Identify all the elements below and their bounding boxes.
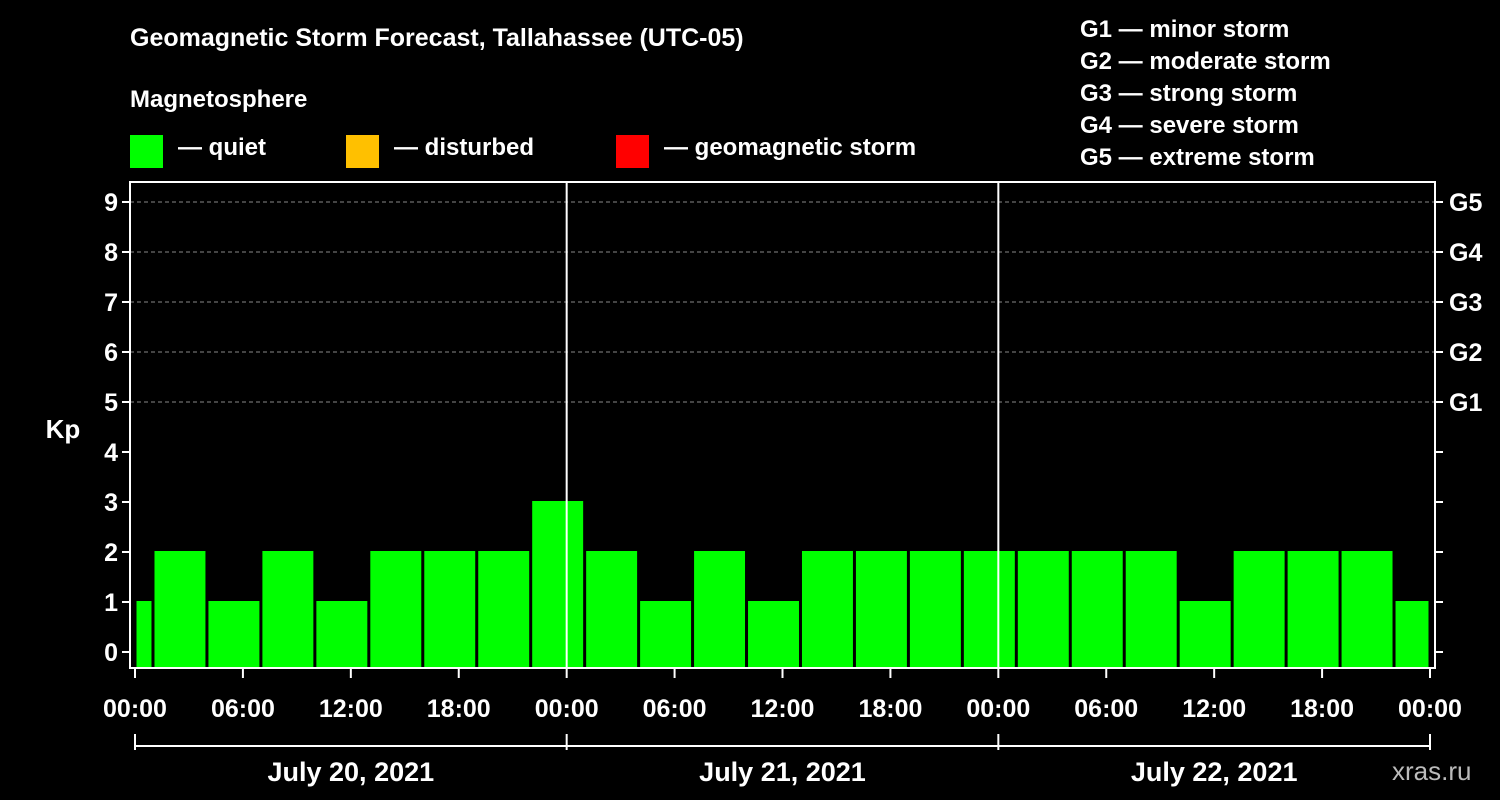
x-tick-label: 12:00 xyxy=(751,695,815,723)
storm-scale-g2: G2 — moderate storm xyxy=(1080,48,1331,75)
g-level-label: G1 xyxy=(1449,389,1482,417)
kp-bar xyxy=(154,551,206,668)
kp-bar xyxy=(424,551,476,668)
kp-bar xyxy=(1179,601,1231,668)
kp-bar xyxy=(1341,551,1393,668)
storm-scale-g5: G5 — extreme storm xyxy=(1080,144,1315,171)
x-tick-label: 00:00 xyxy=(103,695,167,723)
storm-scale-g1: G1 — minor storm xyxy=(1080,16,1290,43)
y-tick-label: 1 xyxy=(104,589,118,617)
g-level-label: G2 xyxy=(1449,339,1482,367)
kp-bar xyxy=(1071,551,1123,668)
legend-label-storm: — geomagnetic storm xyxy=(664,134,917,161)
x-tick-label: 00:00 xyxy=(966,695,1030,723)
kp-bar xyxy=(1287,551,1339,668)
kp-bar xyxy=(640,601,692,668)
kp-bar xyxy=(262,551,314,668)
x-tick-label: 18:00 xyxy=(1290,695,1354,723)
g-level-label: G3 xyxy=(1449,289,1482,317)
kp-bar xyxy=(801,551,853,668)
y-tick-label: 4 xyxy=(104,439,118,467)
kp-bar xyxy=(478,551,530,668)
legend-swatch-disturbed xyxy=(346,135,379,168)
x-tick-label: 06:00 xyxy=(211,695,275,723)
kp-bar xyxy=(1395,601,1429,668)
x-tick-label: 18:00 xyxy=(427,695,491,723)
date-label: July 22, 2021 xyxy=(1131,757,1298,787)
y-tick-label: 5 xyxy=(104,389,118,417)
kp-bar xyxy=(1125,551,1177,668)
x-tick-label: 00:00 xyxy=(535,695,599,723)
y-axis-label: Kp xyxy=(46,414,81,444)
date-label: July 20, 2021 xyxy=(268,757,435,787)
kp-bar xyxy=(532,501,584,668)
y-tick-label: 6 xyxy=(104,339,118,367)
x-tick-label: 00:00 xyxy=(1398,695,1462,723)
kp-bar xyxy=(316,601,368,668)
x-tick-label: 06:00 xyxy=(643,695,707,723)
watermark: xras.ru xyxy=(1392,756,1472,786)
kp-bar xyxy=(1017,551,1069,668)
y-tick-label: 8 xyxy=(104,239,118,267)
kp-bar xyxy=(1233,551,1285,668)
x-tick-label: 18:00 xyxy=(858,695,922,723)
kp-bar xyxy=(208,601,260,668)
y-tick-label: 2 xyxy=(104,539,118,567)
chart-title: Geomagnetic Storm Forecast, Tallahassee … xyxy=(130,24,744,52)
kp-bar xyxy=(855,551,907,668)
kp-bar xyxy=(370,551,422,668)
kp-bar xyxy=(586,551,638,668)
g-level-label: G4 xyxy=(1449,239,1482,267)
kp-bar xyxy=(909,551,961,668)
storm-scale-g4: G4 — severe storm xyxy=(1080,112,1299,139)
kp-bar xyxy=(748,601,799,668)
kp-bar xyxy=(694,551,746,668)
x-tick-label: 06:00 xyxy=(1074,695,1138,723)
storm-scale-g3: G3 — strong storm xyxy=(1080,80,1298,107)
y-tick-label: 9 xyxy=(104,189,118,217)
kp-bar xyxy=(963,551,1015,668)
y-tick-label: 3 xyxy=(104,489,118,517)
legend-label-disturbed: — disturbed xyxy=(394,134,535,161)
kp-bar xyxy=(136,601,152,668)
legend-swatch-storm xyxy=(616,135,649,168)
y-tick-label: 0 xyxy=(104,639,118,667)
legend-heading: Magnetosphere xyxy=(130,86,308,113)
x-tick-label: 12:00 xyxy=(319,695,383,723)
y-tick-label: 7 xyxy=(104,289,118,317)
legend-swatch-quiet xyxy=(130,135,163,168)
legend-label-quiet: — quiet xyxy=(178,134,266,161)
g-level-label: G5 xyxy=(1449,189,1482,217)
date-label: July 21, 2021 xyxy=(699,757,866,787)
storm-scale-legend: G1 — minor storm G2 — moderate storm G3 … xyxy=(1080,14,1331,174)
x-tick-label: 12:00 xyxy=(1182,695,1246,723)
